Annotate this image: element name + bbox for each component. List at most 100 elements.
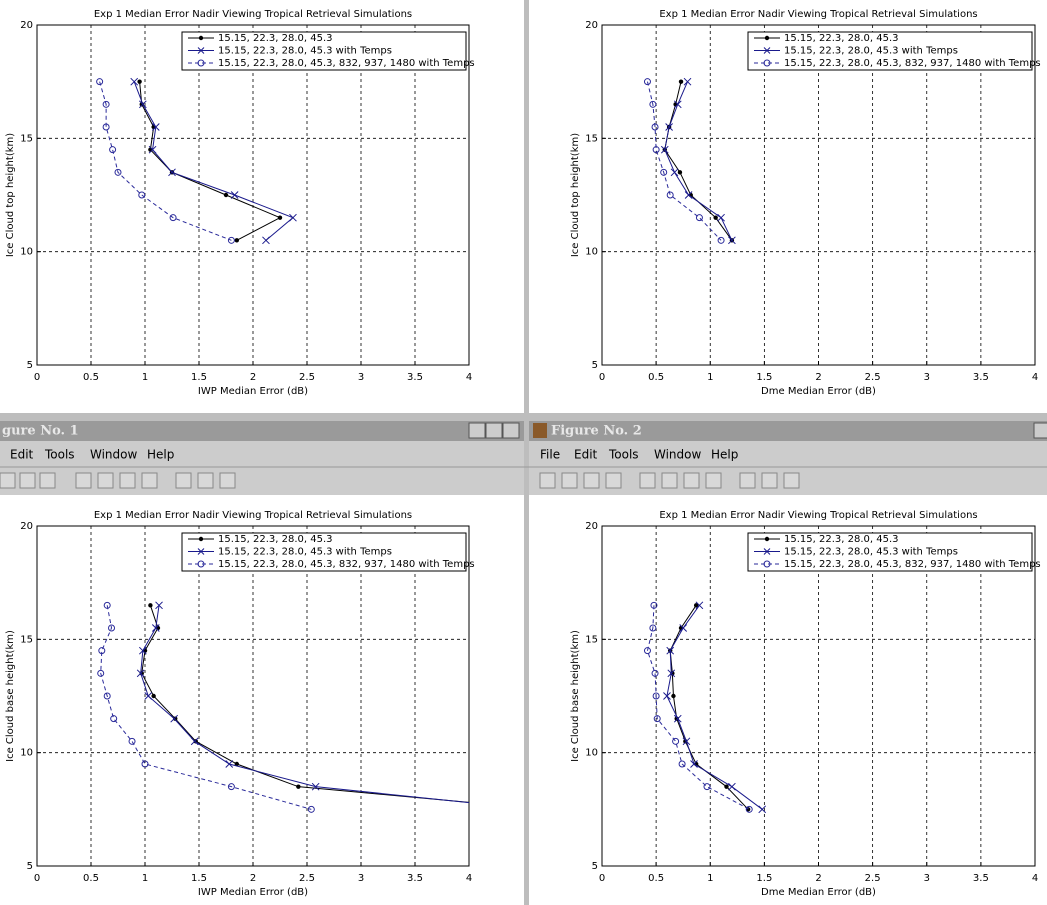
legend-marker	[763, 59, 771, 67]
marker	[173, 716, 178, 721]
tool-button[interactable]	[197, 472, 214, 489]
tool-button[interactable]	[119, 472, 136, 489]
y-tick-label: 10	[20, 247, 33, 258]
x-tick-label: 0	[599, 372, 605, 383]
marker	[227, 236, 235, 244]
marker	[683, 77, 692, 86]
tool-button[interactable]	[0, 472, 16, 489]
marker	[110, 715, 118, 723]
x-tick-label: 2.5	[865, 372, 881, 383]
marker	[670, 168, 679, 177]
marker	[262, 236, 270, 245]
legend-label: 15.15, 22.3, 28.0, 45.3, 832, 937, 1480 …	[784, 58, 1041, 69]
menu-item[interactable]: Edit	[10, 448, 34, 462]
menu-item[interactable]: File	[540, 448, 560, 462]
separator	[524, 0, 529, 905]
legend: 15.15, 22.3, 28.0, 45.3 15.15, 22.3, 28.0…	[181, 532, 475, 572]
marker	[225, 760, 234, 768]
tool-button[interactable]	[705, 472, 722, 489]
x-tick-label: 3.5	[973, 372, 989, 383]
legend-label: 15.15, 22.3, 28.0, 45.3	[218, 33, 333, 44]
marker	[138, 646, 147, 655]
marker	[650, 601, 658, 609]
marker	[717, 236, 725, 244]
tool-button[interactable]	[39, 472, 56, 489]
marker	[649, 100, 657, 108]
legend: 15.15, 22.3, 28.0, 45.3 15.15, 22.3, 28.0…	[747, 532, 1041, 572]
legend-box	[181, 31, 467, 71]
marker	[728, 236, 736, 245]
marker	[311, 782, 320, 791]
maximize-button[interactable]	[485, 422, 503, 439]
tool-button[interactable]	[761, 472, 778, 489]
marker	[169, 214, 177, 222]
menu-item[interactable]: Window	[654, 448, 702, 462]
menu-item[interactable]: Tools	[608, 448, 639, 462]
y-axis-label: Ice Cloud base height(km)	[570, 630, 581, 762]
series-line	[664, 81, 733, 241]
marker	[151, 624, 160, 632]
marker	[103, 692, 111, 700]
tool-button[interactable]	[661, 472, 678, 489]
legend-marker	[198, 35, 204, 41]
legend-marker	[763, 560, 771, 568]
tool-button[interactable]	[219, 472, 236, 489]
x-tick-label: 2.5	[865, 873, 881, 884]
tool-button[interactable]	[175, 472, 192, 489]
y-tick-label: 5	[27, 861, 33, 872]
tool-button[interactable]	[605, 472, 622, 489]
menu-item[interactable]: Edit	[574, 448, 598, 462]
marker	[724, 784, 729, 789]
chart-title: Exp 1 Median Error Nadir Viewing Tropica…	[94, 9, 412, 20]
tool-button[interactable]	[19, 472, 36, 489]
x-tick-label: 0.5	[648, 873, 664, 884]
marker	[651, 123, 659, 131]
marker	[227, 783, 235, 791]
marker	[307, 805, 315, 813]
tool-button[interactable]	[97, 472, 114, 489]
y-tick-label: 20	[585, 521, 598, 532]
marker	[682, 737, 691, 746]
y-axis-label: Ice Cloud top height(km)	[5, 133, 16, 257]
marker	[128, 737, 136, 745]
tool-button[interactable]	[561, 472, 578, 489]
tool-button[interactable]	[583, 472, 600, 489]
plot-content	[97, 601, 469, 813]
minimize-button[interactable]	[468, 422, 486, 439]
marker	[155, 601, 163, 610]
x-tick-label: 1.5	[191, 873, 207, 884]
tool-button[interactable]	[75, 472, 92, 489]
x-tick-label: 0.5	[83, 873, 99, 884]
tool-button[interactable]	[141, 472, 158, 489]
menu-item[interactable]: Window	[90, 448, 138, 462]
menu-item[interactable]: Tools	[44, 448, 75, 462]
x-axis-label: Dme Median Error (dB)	[761, 386, 876, 397]
tool-button[interactable]	[639, 472, 656, 489]
tool-button[interactable]	[739, 472, 756, 489]
menu-item[interactable]: Help	[147, 448, 174, 462]
legend: 15.15, 22.3, 28.0, 45.3 15.15, 22.3, 28.0…	[181, 31, 475, 71]
series-line	[664, 81, 733, 241]
close-button[interactable]	[502, 422, 520, 439]
menu-item[interactable]: Help	[711, 448, 738, 462]
tool-button[interactable]	[783, 472, 800, 489]
title-bar	[529, 421, 1047, 441]
x-tick-label: 1.5	[756, 873, 772, 884]
y-tick-label: 20	[20, 521, 33, 532]
marker	[296, 784, 301, 789]
marker	[677, 170, 683, 175]
tool-button[interactable]	[683, 472, 700, 489]
marker	[141, 760, 149, 768]
marker	[667, 669, 676, 678]
y-tick-label: 10	[20, 748, 33, 759]
tool-button[interactable]	[539, 472, 556, 489]
marker	[695, 214, 703, 222]
marker	[678, 79, 684, 84]
minimize-button[interactable]	[1033, 422, 1047, 439]
legend: 15.15, 22.3, 28.0, 45.3 15.15, 22.3, 28.0…	[747, 31, 1041, 71]
marker	[678, 760, 686, 768]
marker	[728, 782, 736, 791]
marker	[671, 693, 676, 699]
y-tick-label: 5	[592, 360, 598, 371]
legend-box	[747, 532, 1033, 572]
